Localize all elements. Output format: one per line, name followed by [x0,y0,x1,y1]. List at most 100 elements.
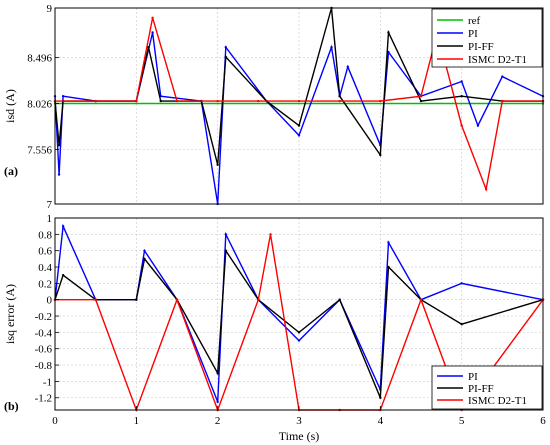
data-point-pi-ff [338,95,341,98]
data-point-pi [297,339,301,342]
data-point-ismc-d2-t1 [460,124,463,127]
data-point-ismc-d2-t1 [419,298,423,301]
data-point-ismc-d2-t1 [269,233,272,236]
data-point-pi-ff [379,153,382,157]
data-point-pi-ff [338,298,341,301]
data-point-ismc-d2-t1 [135,99,138,103]
panel-a-label: (a) [4,164,18,178]
ytick-label: 0 [47,295,53,307]
data-point-pi-ff [460,95,463,98]
data-point-pi-ff [61,273,65,277]
xtick-label: 2 [215,415,221,427]
data-point-pi [61,95,65,98]
series-line-pi-ff [54,248,544,398]
panel-b-label: (b) [4,399,19,413]
data-point-pi [151,31,154,34]
xtick-label: 5 [459,415,465,427]
legend-a-ref-label: ref [468,15,481,27]
data-point-pi [143,249,146,252]
panel-b: -1.2 -1 -0.8 -0.6 -0.4 -0.2 0 0.2 0.4 0.6 0.8 1 0 1 2… [3,213,546,443]
panel-a: 7 7.556 8.026 8.496 9 isd (A) (a) ref PI PI-… [3,3,545,211]
data-point-ismc-d2-t1 [419,95,423,98]
panel-b-yticks: -1.2 -1 -0.8 -0.6 -0.4 -0.2 0 0.2 0.4 0.6 0.8 1 [35,213,59,405]
data-point-pi-ff [460,323,463,326]
ytick-label: 0.4 [38,262,52,274]
xtick-label: 0 [52,415,58,427]
data-point-ismc-d2-t1 [297,99,301,103]
data-point-pi [501,75,504,78]
xtick-label: 6 [540,415,546,427]
ytick-label: 7 [47,199,53,211]
ytick-label: 8.026 [27,98,52,110]
data-point-pi [61,224,65,228]
data-point-ismc-d2-t1 [338,99,341,103]
data-point-ismc-d2-t1 [151,16,154,19]
legend-a-pi-label: PI [468,28,478,40]
data-point-pi-ff [379,396,382,399]
data-point-pi-ff [135,298,138,301]
data-point-ismc-d2-t1 [216,99,219,103]
data-point-pi-ff [147,46,150,49]
panel-b-legend: PI PI-FF ISMC D2-T1 [431,365,543,410]
panel-a-frame [54,7,544,205]
legend-b-piff-label: PI-FF [468,383,494,395]
data-point-ismc-d2-t1 [94,298,97,301]
data-point-pi [460,80,463,83]
panel-b-xticks: 0 1 2 3 4 5 6 [52,406,546,427]
data-point-ismc-d2-t1 [379,99,382,103]
data-point-pi-ff [387,31,390,34]
data-point-pi-ff [216,163,219,166]
data-point-pi-ff [224,249,227,252]
series-line-ismc-d2-t1 [55,17,543,192]
data-point-ismc-d2-t1 [484,188,488,191]
ytick-label: 0.8 [38,229,52,241]
panel-b-series [53,223,545,413]
data-point-pi [224,233,227,236]
legend-b-pi-label: PI [468,371,478,383]
xtick-label: 3 [296,415,302,427]
ytick-label: 1 [47,213,53,225]
ytick-label: -0.8 [35,360,53,372]
panel-a-yticks: 7 7.556 8.026 8.496 9 [27,3,59,211]
data-point-pi-ff [224,55,227,59]
ytick-label: 0.2 [38,278,52,290]
data-point-pi [297,134,301,137]
data-point-pi-ff [143,257,146,261]
panel-a-series [53,6,545,206]
panel-a-ylabel: isd (A) [3,89,17,123]
data-point-ismc-d2-t1 [94,99,97,103]
data-point-pi [346,65,349,69]
data-point-ismc-d2-t1 [257,99,260,103]
ytick-label: -0.6 [35,344,53,356]
panel-a-legend: ref PI PI-FF ISMC D2-T1 [431,8,543,68]
xtick-label: 4 [378,415,384,427]
ytick-label: 9 [47,3,53,15]
data-point-pi [330,46,333,49]
ytick-label: 7.556 [27,145,52,157]
data-point-pi-ff [387,265,390,269]
data-point-pi [224,46,227,49]
data-point-ismc-d2-t1 [175,298,179,301]
data-point-pi-ff [57,144,61,147]
ytick-label: 8.496 [27,52,52,64]
ytick-label: -1 [43,376,52,388]
data-point-pi-ff [159,99,162,103]
data-point-pi-ff [419,99,423,103]
ytick-label: 0.6 [38,246,52,258]
data-point-ismc-d2-t1 [501,99,504,103]
data-point-pi-ff [297,124,301,127]
data-point-pi-ff [297,331,301,334]
panel-b-ylabel: isq error (A) [3,284,17,344]
data-point-pi [57,173,61,176]
data-point-pi [476,124,480,127]
panel-a-legend-box [431,8,543,68]
panel-b-xlabel: Time (s) [279,429,320,443]
data-point-ismc-d2-t1 [257,298,260,301]
data-point-pi [460,282,463,285]
legend-b-ismc-label: ISMC D2-T1 [468,395,527,407]
legend-a-ismc-label: ISMC D2-T1 [468,54,527,66]
ytick-label: -1.2 [35,393,52,405]
ytick-label: -0.4 [35,327,53,339]
legend-a-piff-label: PI-FF [468,41,494,53]
